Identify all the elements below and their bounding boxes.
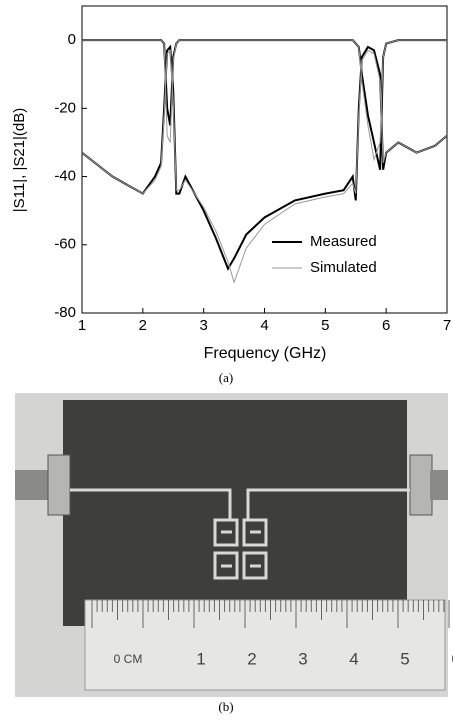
ruler-label: 5 (400, 649, 409, 668)
ruler-label: 4 (349, 649, 358, 668)
x-tick-label: 7 (443, 317, 451, 334)
ruler (84, 599, 446, 691)
series-line (82, 39, 447, 170)
connector (15, 470, 50, 500)
ruler-ticks (91, 600, 450, 628)
connector (47, 454, 71, 516)
x-axis-label: Frequency (GHz) (204, 345, 327, 362)
y-tick-label: -20 (54, 99, 76, 116)
ruler-label: 2 (247, 649, 256, 668)
microstrip (70, 488, 410, 580)
x-tick-label: 2 (139, 317, 147, 334)
caption: (b) (218, 699, 233, 714)
legend-label: Measured (310, 233, 377, 250)
connector (409, 454, 433, 516)
y-tick-label: -80 (54, 304, 76, 321)
series-line (81, 49, 448, 284)
x-tick-label: 6 (382, 317, 390, 334)
x-tick-label: 5 (321, 317, 329, 334)
y-tick-label: 0 (68, 31, 76, 48)
x-tick-label: 1 (78, 317, 86, 334)
plot-frame (81, 5, 448, 314)
x-tick-label: 3 (199, 317, 207, 334)
legend-label: Simulated (310, 259, 377, 276)
ruler-label: 0 CM (114, 652, 143, 666)
y-tick-label: -40 (54, 168, 76, 185)
photo (15, 393, 450, 697)
ruler-label: 1 (196, 649, 205, 668)
connector (430, 470, 448, 500)
x-tick-label: 4 (260, 317, 268, 334)
ruler-label: 6 (451, 649, 453, 668)
pcb (63, 400, 407, 626)
series-line (82, 39, 447, 162)
y-axis-label: |S11|, |S21|(dB) (11, 108, 28, 213)
ruler-label: 3 (298, 649, 307, 668)
y-tick-label: -60 (54, 236, 76, 253)
series-line (81, 44, 448, 271)
caption: (a) (219, 370, 233, 385)
